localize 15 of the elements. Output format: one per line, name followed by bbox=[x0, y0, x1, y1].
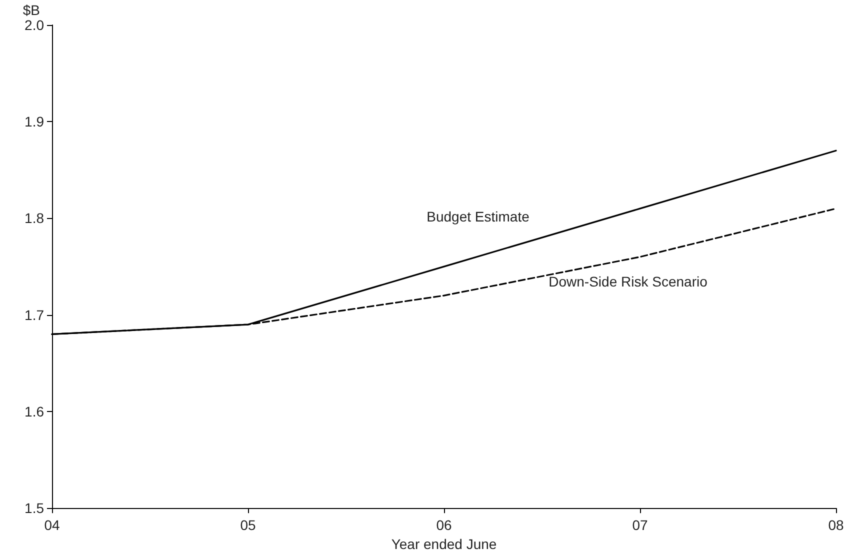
series-label: Down-Side Risk Scenario bbox=[548, 274, 708, 290]
y-axis-title: $B bbox=[22, 2, 40, 18]
y-tick-label: 2.0 bbox=[24, 17, 44, 33]
x-axis-title: Year ended June bbox=[391, 536, 497, 552]
y-tick-label: 1.5 bbox=[24, 500, 44, 516]
x-tick-label: 08 bbox=[828, 517, 844, 534]
y-tick-label: 1.6 bbox=[24, 403, 44, 420]
series-label: Budget Estimate bbox=[426, 208, 530, 225]
y-tick-label: 1.7 bbox=[24, 306, 44, 323]
y-tick-label: 1.9 bbox=[24, 114, 44, 130]
x-tick-label: 04 bbox=[44, 517, 60, 534]
x-tick-label: 05 bbox=[240, 517, 256, 534]
x-tick-label: 07 bbox=[632, 517, 648, 534]
y-tick-label: 1.8 bbox=[24, 210, 44, 226]
x-tick-label: 06 bbox=[436, 517, 452, 534]
